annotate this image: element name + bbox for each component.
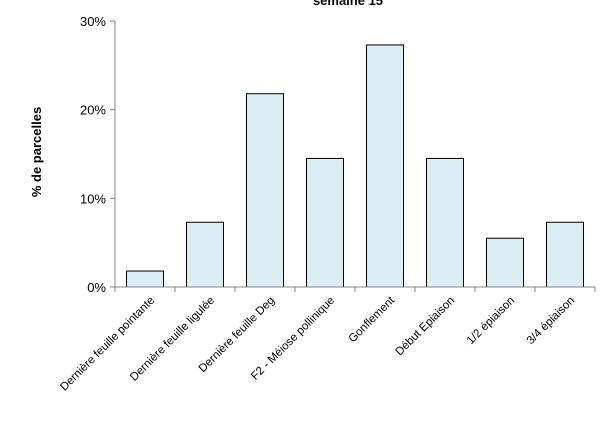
bar [546,221,584,288]
y-tick-label: 30% [80,14,106,29]
bar [306,157,344,288]
bar [246,93,284,288]
x-tick-label: 1/2 épiaison [465,295,517,347]
bar [186,221,224,288]
y-tick-label: 20% [80,103,106,118]
x-tick-label: Début Epiaison [393,295,457,359]
chart-title: semaine 15 [313,0,383,8]
bar [486,237,524,288]
bar [126,270,164,288]
x-tick-label: Dernière feuille pointante [58,295,157,394]
y-axis-label: % de parcelles [29,107,44,197]
x-tick-label: 3/4 épiaison [525,295,577,347]
x-tick-label: Gonflement [347,294,398,345]
y-tick-label: 10% [80,191,106,206]
y-tick-label: 0% [87,280,106,295]
y-axis: 0% 10% 20% 30% [80,14,116,295]
bars [126,44,584,288]
bar [366,44,404,288]
bar [426,157,464,288]
